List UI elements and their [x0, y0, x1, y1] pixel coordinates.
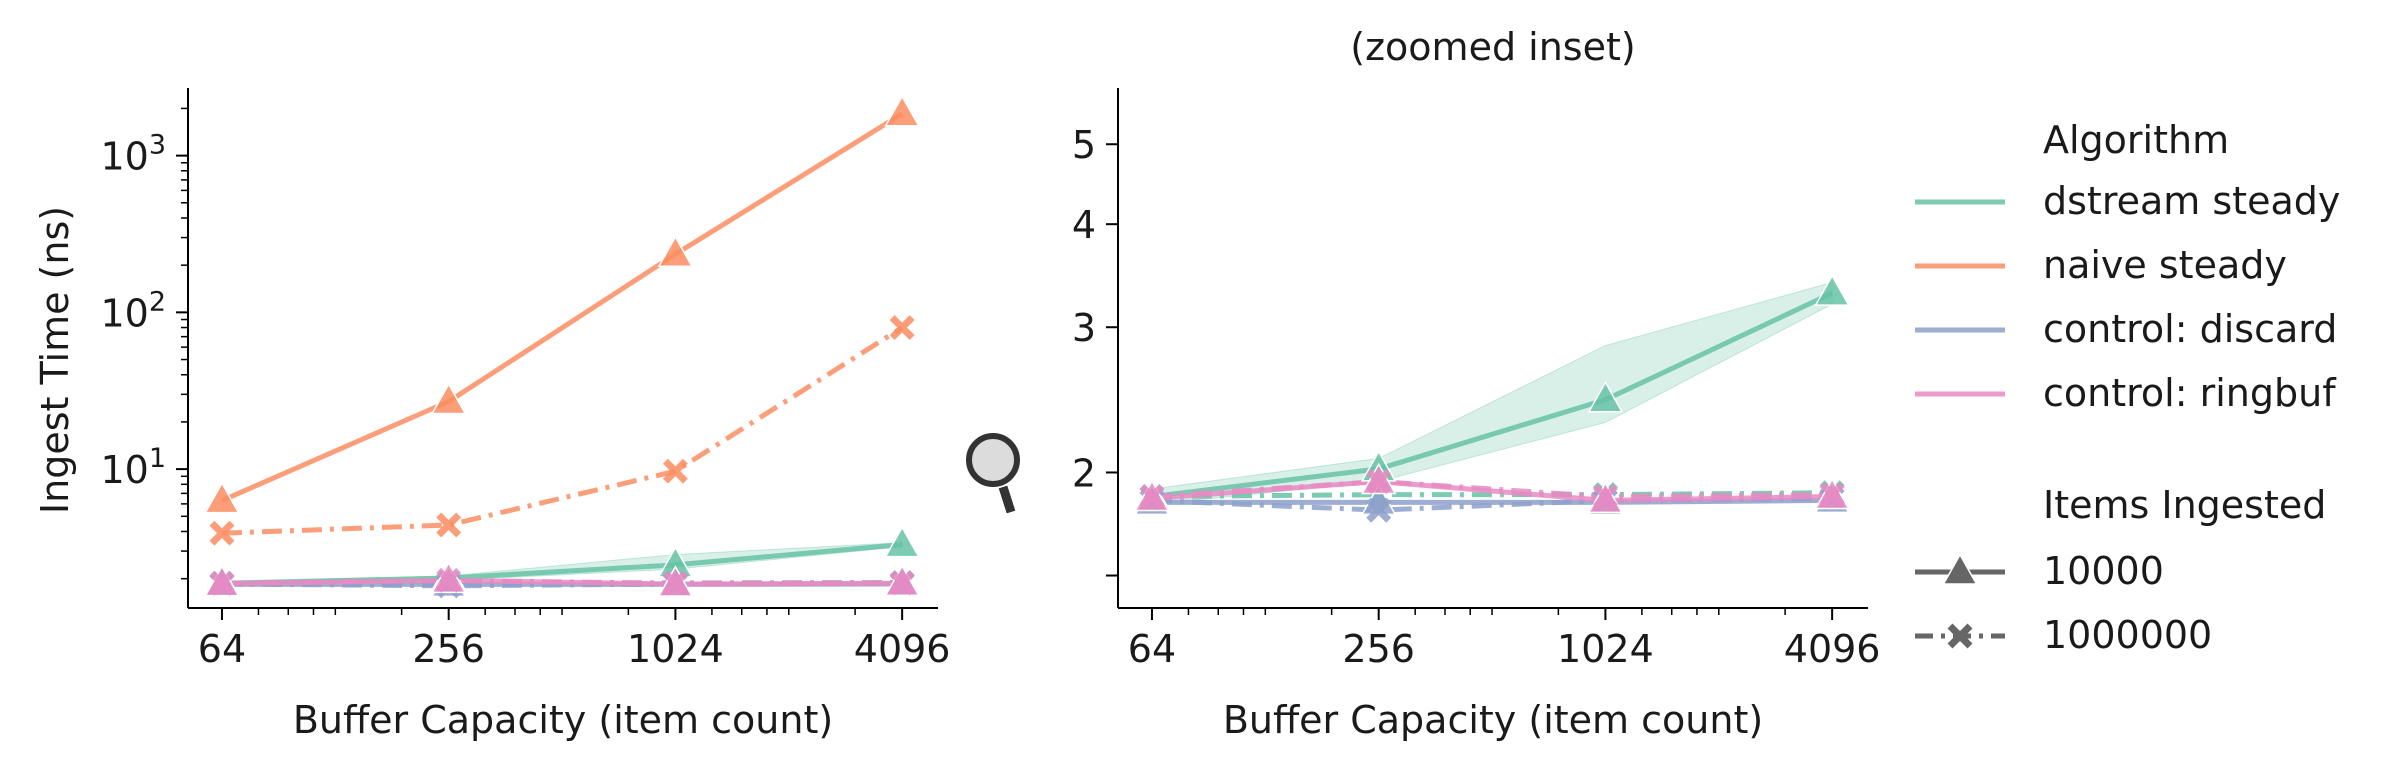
naive-steady-1000000-line [221, 325, 904, 536]
x-tick-label: 1024 [1557, 627, 1654, 671]
legend-item-dstream-steady: dstream steady [1915, 179, 2340, 223]
legend-item-10000: 10000 [1915, 549, 2164, 593]
x-tick-label: 64 [1128, 627, 1176, 671]
legend-label: 1000000 [2043, 613, 2212, 657]
control-ringbuf-1000000-point [889, 570, 915, 596]
legend-item-naive-steady: naive steady [1915, 243, 2287, 287]
legend-label: naive steady [2043, 243, 2287, 287]
dstream-steady-10000-ci-band [1151, 281, 1833, 505]
x-tick-label: 64 [198, 627, 246, 671]
x-tick-label: 4096 [1784, 627, 1881, 671]
naive-steady-1000000-point [209, 520, 235, 546]
legend-item-control-discard: control: discard [1915, 307, 2337, 351]
legend-label: control: ringbuf [2043, 371, 2337, 415]
naive-steady-1000000-point [662, 458, 688, 484]
control-ringbuf-1000000-line [1151, 479, 1833, 500]
main-chart-panel: 64 256 1024 4096 101 102 103 Buffer Capacity (i… [33, 88, 951, 742]
y-tick-label: 2 [1072, 451, 1096, 495]
x-axis-label: Buffer Capacity (item count) [1223, 698, 1763, 742]
legend-item-control-ringbuf: control: ringbuf [1915, 371, 2337, 415]
control-ringbuf-1000000-point [1819, 482, 1845, 508]
legend-title-algorithm: Algorithm [2043, 118, 2229, 162]
legend-triangle-marker [1942, 553, 1978, 585]
x-tick-label: 256 [1342, 627, 1415, 671]
y-axis-label: Ingest Time (ns) [33, 206, 77, 514]
control-ringbuf-1000000-point [1592, 484, 1618, 510]
y-tick-label: 4 [1072, 203, 1096, 247]
control-ringbuf-1000000-point [1139, 484, 1165, 510]
x-tick-label: 256 [412, 627, 485, 671]
legend: Algorithm dstream steady naive steady cont… [1915, 118, 2340, 657]
control-ringbuf-1000000-point [1366, 469, 1392, 495]
dstream-steady-10000-line [1151, 290, 1834, 500]
legend-item-1000000: 1000000 [1915, 613, 2212, 657]
naive-steady-1000000-point [436, 512, 462, 538]
dstream-steady-10000-point [884, 525, 920, 558]
x-axis-label: Buffer Capacity (item count) [293, 698, 833, 742]
dstream-steady-10000-point [1587, 380, 1624, 413]
x-tick-label: 1024 [627, 627, 724, 671]
legend-label: 10000 [2043, 549, 2164, 593]
chart-title: (zoomed inset) [1350, 25, 1635, 69]
zoomed-inset-panel: 64 256 1024 4096 2 3 4 5 Buffer Capacity (item c… [1072, 25, 1881, 742]
legend-x-marker [1947, 623, 1973, 649]
y-tick-label: 5 [1072, 123, 1096, 167]
control-ringbuf-1000000-point [209, 570, 235, 596]
control-ringbuf-1000000-point [662, 570, 688, 596]
x-tick-label: 4096 [854, 627, 951, 671]
dstream-steady-10000-point [1814, 274, 1850, 306]
control-ringbuf-10000-line [1151, 479, 1833, 503]
control-discard-1000000-point [1366, 497, 1392, 523]
y-tick-label: 103 [100, 130, 166, 179]
y-tick-label: 102 [100, 286, 166, 335]
legend-label: control: discard [2043, 307, 2337, 351]
naive-steady-10000-point [884, 94, 920, 127]
legend-label: dstream steady [2043, 179, 2340, 223]
y-tick-label: 101 [100, 443, 166, 492]
control-ringbuf-1000000-line [221, 577, 903, 586]
naive-steady-10000-line [220, 111, 904, 503]
legend-title-items: Items Ingested [2043, 483, 2326, 527]
magnifier-icon [966, 433, 1020, 514]
naive-steady-1000000-point [889, 315, 915, 341]
control-ringbuf-1000000-point [436, 567, 462, 593]
y-tick-label: 3 [1072, 306, 1096, 350]
naive-steady-10000-point [204, 481, 240, 514]
naive-steady-10000-point [430, 382, 467, 415]
naive-steady-10000-point [657, 235, 694, 267]
